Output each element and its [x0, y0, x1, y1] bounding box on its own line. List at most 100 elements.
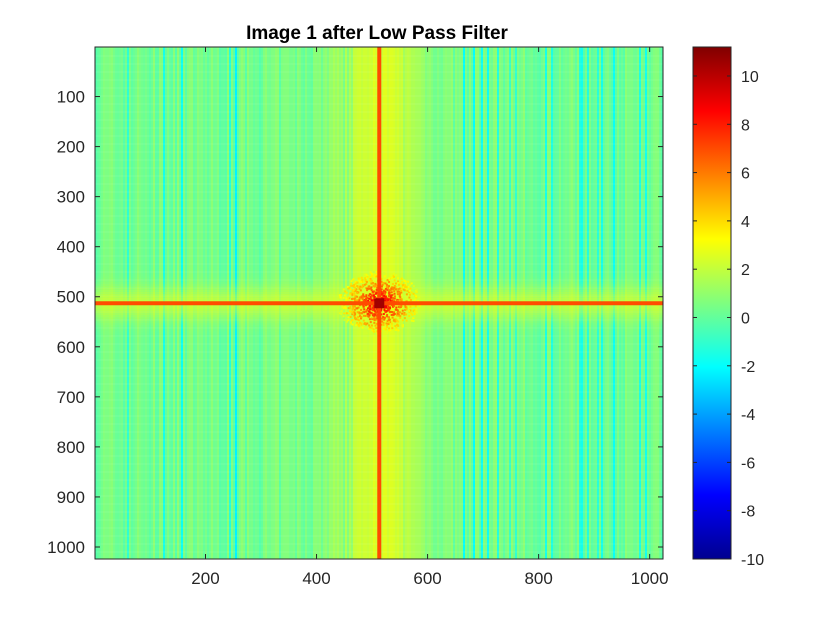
heatmap-center-cell [366, 322, 369, 325]
heatmap-center-cell [367, 299, 370, 302]
colorbar-tick-label: 8 [741, 117, 750, 134]
heatmap-center-cell [373, 274, 376, 277]
heatmap-center-cell [396, 299, 399, 302]
heatmap-center-cell [410, 282, 413, 285]
heatmap-center-cell [382, 327, 385, 330]
heatmap-center-cell [367, 310, 370, 313]
heatmap-center-cell [351, 293, 354, 296]
heatmap-center-cell [371, 314, 374, 317]
heatmap-center-cell [375, 288, 378, 291]
heatmap-center-cell [415, 309, 418, 312]
heatmap-center-cell [342, 288, 345, 291]
heatmap-center-cell [405, 286, 408, 289]
heatmap-center-cell [349, 293, 352, 296]
heatmap-center-cell [410, 319, 413, 322]
heatmap-center-cell [360, 276, 363, 279]
heatmap-center-cell [365, 297, 368, 300]
heatmap-center-cell [388, 290, 391, 293]
heatmap-center-cell [390, 287, 393, 290]
heatmap-center-cell [404, 285, 407, 288]
heatmap-center-cell [353, 305, 356, 308]
heatmap-center-cell [397, 314, 400, 317]
heatmap-center-cell [399, 296, 402, 299]
heatmap-center-cell [398, 293, 401, 296]
heatmap-center-cell [369, 297, 372, 300]
heatmap-center-cell [373, 275, 376, 278]
heatmap-center-cell [386, 278, 389, 281]
heatmap-center-cell [370, 289, 373, 292]
heatmap-center-cell [382, 313, 385, 316]
heatmap-center-cell [365, 332, 368, 335]
heatmap-center-cell [371, 290, 374, 293]
heatmap-center-cell [412, 292, 415, 295]
heatmap-center-cell [390, 322, 393, 325]
heatmap-center-cell [349, 316, 352, 319]
heatmap-center-cell [364, 310, 367, 313]
heatmap-center-cell [396, 309, 399, 312]
heatmap-center-cell [415, 308, 418, 311]
heatmap-center-cell [357, 277, 360, 280]
heatmap-center-cell [354, 318, 357, 321]
heatmap-center-cell [375, 308, 378, 311]
heatmap-center-cell [393, 313, 396, 316]
heatmap-center-cell [383, 275, 386, 278]
heatmap-center-cell [354, 282, 357, 285]
heatmap-center-cell [414, 298, 417, 301]
heatmap-center-cell [400, 305, 403, 308]
heatmap-center-cell [354, 313, 357, 316]
heatmap-center-cell [380, 285, 383, 288]
heatmap-center-cell [400, 289, 403, 292]
heatmap-center-cell [398, 311, 401, 314]
heatmap-center-cell [340, 298, 343, 301]
heatmap-center-cell [396, 274, 399, 277]
heatmap-center-cell [410, 312, 413, 315]
heatmap-center-cell [394, 320, 397, 323]
heatmap-center-cell [396, 312, 399, 315]
heatmap-center-cell [386, 320, 389, 323]
heatmap-center-cell [345, 297, 348, 300]
heatmap-center-cell [412, 285, 415, 288]
heatmap-center-cell [385, 309, 388, 312]
heatmap-center-cell [389, 299, 392, 302]
heatmap-center-cell [358, 319, 361, 322]
heatmap-center-cell [350, 310, 353, 313]
heatmap-center-cell [349, 306, 352, 309]
heatmap-center-cell [345, 298, 348, 301]
heatmap-center-cell [386, 332, 389, 335]
heatmap-center-cell [380, 313, 383, 316]
heatmap-center-cell [343, 294, 346, 297]
heatmap-center-cell [399, 316, 402, 319]
heatmap-center-cell [392, 272, 395, 275]
heatmap-center-cell [390, 325, 393, 328]
heatmap-center-cell [386, 323, 389, 326]
heatmap-center-cell [389, 310, 392, 313]
heatmap-center-cell [356, 281, 359, 284]
heatmap-center-cell [371, 312, 374, 315]
heatmap-center-cell [344, 307, 347, 310]
heatmap-center-cell [385, 285, 388, 288]
heatmap-center-cell [403, 317, 406, 320]
heatmap-center-cell [347, 298, 350, 301]
heatmap-center-cell [397, 288, 400, 291]
heatmap-center-cell [370, 299, 373, 302]
heatmap-center-cell [381, 292, 384, 295]
heatmap-center-cell [345, 312, 348, 315]
heatmap-center-cell [375, 284, 378, 287]
heatmap-center-cell [362, 305, 365, 308]
heatmap-center-cell [384, 295, 387, 298]
heatmap-center-cell [352, 305, 355, 308]
heatmap-center-cell [382, 323, 385, 326]
heatmap-center-cell [358, 287, 361, 290]
heatmap-center-cell [391, 299, 394, 302]
heatmap-center-cell [342, 307, 345, 310]
heatmap-center-cell [358, 285, 361, 288]
heatmap-center-cell [358, 298, 361, 301]
heatmap-center-cell [364, 278, 367, 281]
heatmap-center-cell [347, 319, 350, 322]
heatmap-center-cell [409, 287, 412, 290]
heatmap-center-cell [369, 271, 372, 274]
heatmap-center-cell [407, 280, 410, 283]
heatmap-center-cell [367, 287, 370, 290]
heatmap-center-cell [356, 299, 359, 302]
heatmap-center-cell [403, 289, 406, 292]
